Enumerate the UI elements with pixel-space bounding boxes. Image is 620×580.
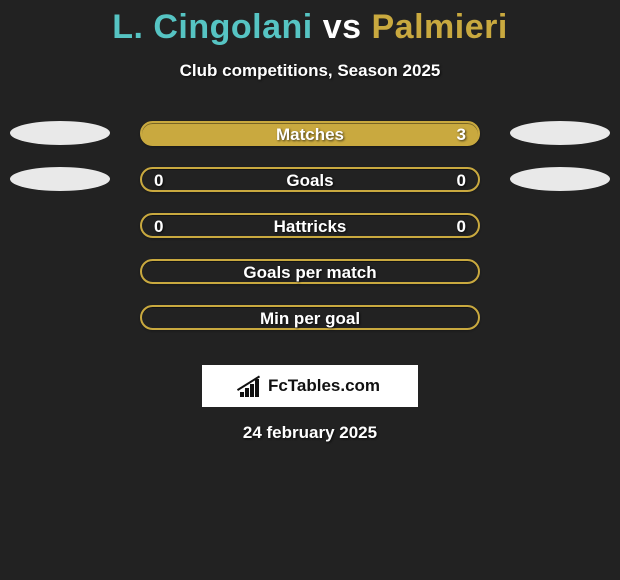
logo-text: FcTables.com: [268, 376, 380, 396]
stat-bar: Goals per match: [140, 259, 480, 284]
stat-label: Goals per match: [142, 263, 478, 283]
loading-ellipse-icon: [510, 167, 610, 191]
stat-row: Min per goal: [0, 305, 620, 351]
player2-name: Palmieri: [371, 8, 507, 46]
date-text: 24 february 2025: [0, 423, 620, 443]
stat-label: Matches: [142, 125, 478, 145]
stat-row: 0 Hattricks 0: [0, 213, 620, 259]
infographic-container: L. Cingolani vs Palmieri Club competitio…: [0, 0, 620, 580]
stat-bar: Matches 3: [140, 121, 480, 146]
stat-rows: Matches 3 0 Goals 0 0 Hattricks 0: [0, 121, 620, 351]
comparison-title: L. Cingolani vs Palmieri: [0, 8, 620, 47]
logo-chart-icon: [240, 375, 262, 397]
right-value: 0: [457, 217, 466, 237]
logo-box: FcTables.com: [202, 365, 418, 407]
stat-label: Hattricks: [142, 217, 478, 237]
stat-bar: 0 Hattricks 0: [140, 213, 480, 238]
vs-text: vs: [323, 8, 362, 46]
loading-ellipse-icon: [10, 167, 110, 191]
stat-label: Min per goal: [142, 309, 478, 329]
stat-bar: 0 Goals 0: [140, 167, 480, 192]
stat-label: Goals: [142, 171, 478, 191]
loading-ellipse-icon: [510, 121, 610, 145]
subtitle: Club competitions, Season 2025: [0, 61, 620, 81]
stat-row: Matches 3: [0, 121, 620, 167]
stat-row: 0 Goals 0: [0, 167, 620, 213]
loading-ellipse-icon: [10, 121, 110, 145]
player1-name: L. Cingolani: [112, 8, 313, 46]
stat-row: Goals per match: [0, 259, 620, 305]
right-value: 3: [457, 125, 466, 145]
right-value: 0: [457, 171, 466, 191]
stat-bar: Min per goal: [140, 305, 480, 330]
